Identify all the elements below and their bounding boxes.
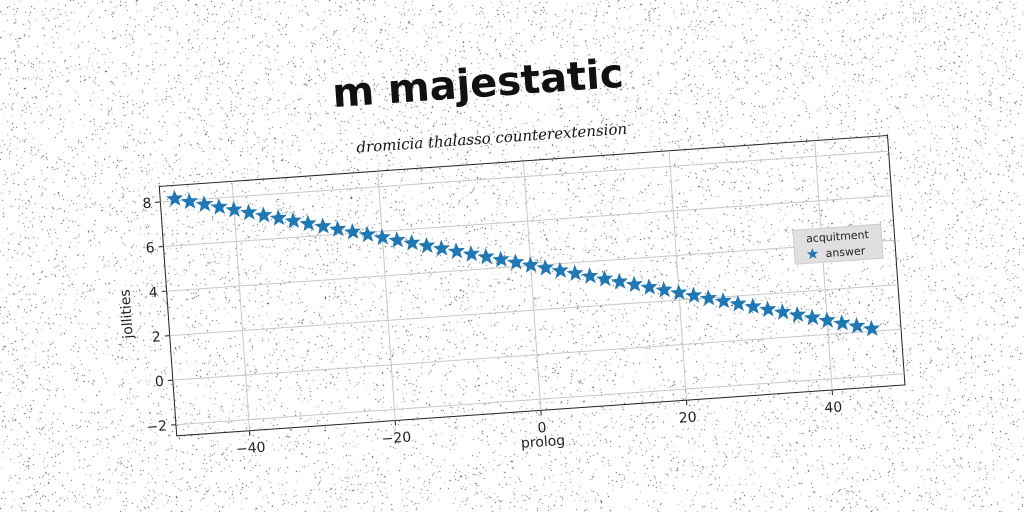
x-tick-label: 20 [678,410,697,427]
data-point-star [670,283,688,301]
y-tick-label: 0 [154,374,164,391]
y-axis-label: jollities [117,289,136,340]
data-point-star [373,228,391,246]
grid-line-x [814,140,833,391]
data-point-star [729,294,747,312]
data-point-star [166,189,184,207]
data-point-star [566,264,584,282]
series-answer [166,189,881,337]
legend-label-answer: answer [825,244,866,260]
data-point-star [507,253,525,271]
data-point-star [581,267,599,284]
data-point-star [596,270,614,287]
grid-line-x [522,160,542,411]
grid [160,140,905,431]
x-axis-label: prolog [520,433,565,452]
data-point-star [625,275,643,293]
y-axis-ticks: −2 0 2 4 6 8 [142,196,176,436]
data-point-star [655,281,673,298]
legend-marker-star [806,248,819,260]
data-point-star [240,203,258,221]
data-point-star [744,297,762,315]
data-point-star [195,195,213,212]
x-tick-label: −20 [381,429,412,447]
x-axis-ticks: −40 −20 0 20 40 [236,389,843,458]
grid-line-y [169,284,898,337]
data-point-star [477,247,495,265]
data-point-star [388,231,406,248]
data-point-star [863,319,881,337]
data-point-star [358,225,376,243]
data-point-star [269,209,287,226]
grid-line-x [668,150,687,401]
data-point-star [699,289,717,307]
x-tick-label: 40 [824,399,843,416]
data-point-star [462,245,480,262]
y-tick-label: 4 [148,285,158,302]
data-point-star [685,286,703,304]
data-point-star [788,306,806,323]
data-point-star [551,261,569,279]
chart-rotated-group: m majestatic dromicia thalasso counterex… [117,51,906,458]
grid-line-x [231,181,251,431]
data-point-star [180,192,198,210]
data-point-star [640,278,658,295]
y-tick-label: 2 [151,329,161,346]
data-point-star [225,200,243,218]
data-point-star [803,308,821,326]
y-tick-label: 6 [145,240,155,257]
chart-subtitle: dromicia thalasso counterextension [356,120,628,157]
x-tick-label: −40 [236,440,267,458]
data-point-star [284,211,302,229]
data-point-star [521,256,540,273]
data-point-star [299,214,317,232]
grid-line-y [172,328,902,381]
data-point-star [774,303,792,320]
y-tick-label: −2 [146,418,168,435]
chart-title: m majestatic [331,51,625,117]
data-point-star [418,236,436,254]
data-point-star [447,242,465,259]
data-point-star [536,258,554,276]
data-point-star [329,220,347,237]
data-point-star [833,314,851,331]
data-point-star [818,311,836,329]
data-point-star [210,198,228,215]
legend-title: acquitment [806,228,870,245]
grid-line-y [163,195,892,248]
data-point-star [432,239,451,257]
grid-line-x [377,171,396,421]
data-point-star [344,223,362,240]
data-point-star [714,292,732,309]
data-point-star [848,317,866,334]
grid-line-y [160,150,889,203]
data-point-star [255,206,273,224]
data-point-star [759,300,777,318]
grid-line-y [175,373,905,426]
data-point-star [314,217,332,235]
data-point-star [610,272,629,290]
legend: acquitment answer [792,223,884,265]
data-point-star [492,250,510,268]
x-tick-label: 0 [537,420,547,437]
data-point-star [403,234,421,251]
y-tick-label: 8 [142,196,152,213]
